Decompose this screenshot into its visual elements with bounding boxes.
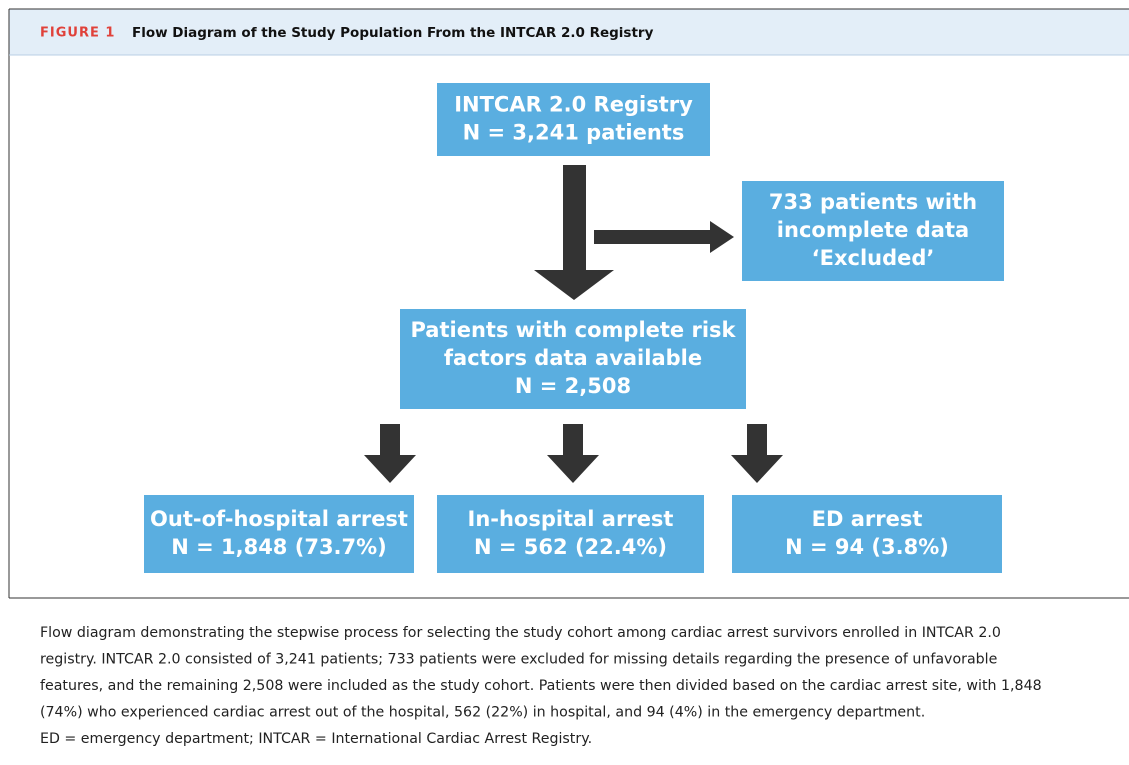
box-text: factors data available <box>444 346 702 370</box>
caption-line: (74%) who experienced cardiac arrest out… <box>40 705 925 721</box>
arrow-down <box>364 424 416 483</box>
box-text: In-hospital arrest <box>468 507 674 531</box>
arrow-down <box>534 165 614 300</box>
caption-line: features, and the remaining 2,508 were i… <box>40 678 1042 694</box>
caption-line: registry. INTCAR 2.0 consisted of 3,241 … <box>40 652 997 668</box>
box-text: Out-of-hospital arrest <box>150 507 408 531</box>
box-text: N = 562 (22.4%) <box>474 535 667 559</box>
arrow-down <box>731 424 783 483</box>
box-text: Patients with complete risk <box>410 318 736 342</box>
arrows <box>364 165 783 483</box>
box-text: incomplete data <box>777 218 969 242</box>
box-text: N = 94 (3.8%) <box>785 535 949 559</box>
flow-box <box>732 495 1002 573</box>
box-text: N = 3,241 patients <box>463 121 685 145</box>
box-text: N = 1,848 (73.7%) <box>171 535 387 559</box>
box-text: N = 2,508 <box>515 374 631 398</box>
flow-box <box>437 495 704 573</box>
caption-line: Flow diagram demonstrating the stepwise … <box>40 625 1001 641</box>
box-text: ‘Excluded’ <box>812 246 935 270</box>
flow-box <box>400 309 746 409</box>
flow-box <box>437 83 710 156</box>
box-text: ED arrest <box>812 507 923 531</box>
figure-label: FIGURE 1 <box>40 26 115 41</box>
box-text: 733 patients with <box>769 190 977 214</box>
frame <box>8 8 1129 599</box>
flow-box <box>742 181 1004 281</box>
arrow-down <box>547 424 599 483</box>
box-text: INTCAR 2.0 Registry <box>454 93 693 117</box>
header-band <box>9 9 1129 55</box>
flow-box <box>144 495 414 573</box>
figure-title: Flow Diagram of the Study Population Fro… <box>132 25 654 41</box>
caption-line: ED = emergency department; INTCAR = Inte… <box>40 731 592 747</box>
arrow-right <box>594 221 734 253</box>
